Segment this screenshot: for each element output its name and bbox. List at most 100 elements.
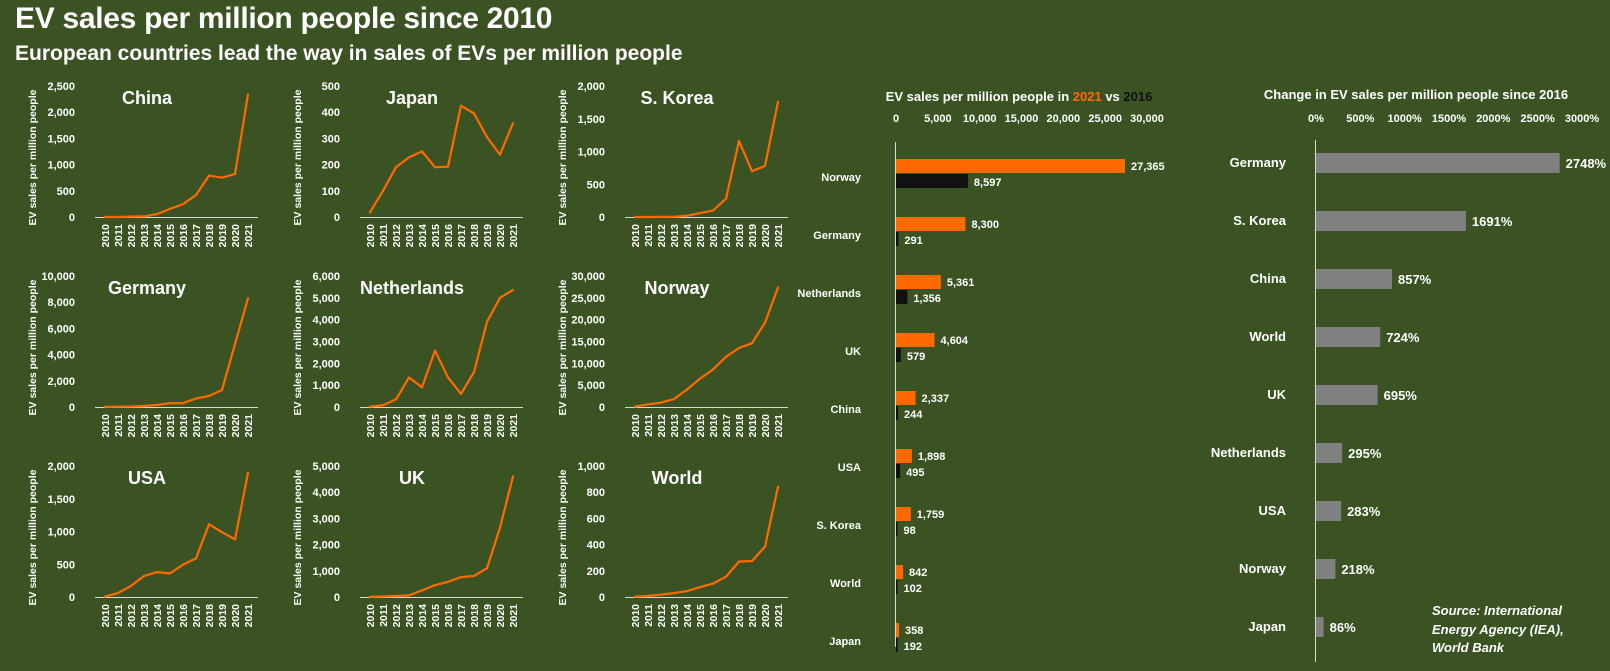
line-chart-svg: EV sales per million people 0 500 1,000 1,50… — [27, 81, 258, 248]
x-tick-label: 2020 — [230, 414, 242, 438]
data-point — [711, 582, 715, 585]
x-tick-label: 25,000 — [1088, 113, 1122, 125]
x-tick-label: 2012 — [656, 604, 668, 628]
category-label: USA — [838, 462, 861, 474]
data-label: 283% — [1347, 504, 1381, 519]
y-tick-label: 0 — [69, 592, 75, 604]
line-chart-svg: EV sales per million people 0 500 1,000 1,50… — [27, 461, 258, 628]
x-tick-label: 2018 — [734, 224, 746, 248]
series-line-norway — [634, 287, 780, 408]
x-tick-label: 2020 — [760, 224, 772, 248]
data-point — [103, 215, 107, 219]
x-tick-label: 2020 — [495, 414, 507, 438]
y-tick-label: 500 — [57, 186, 75, 198]
data-point — [394, 398, 398, 401]
x-tick-label: 2011 — [378, 604, 390, 627]
y-tick-label: 4,000 — [312, 315, 340, 327]
x-tick-label: 2014 — [682, 604, 694, 628]
data-point — [446, 580, 450, 583]
data-point — [181, 203, 185, 206]
x-tick-label: 2013 — [669, 414, 681, 438]
data-point — [129, 584, 133, 587]
y-tick-label: 10,000 — [41, 271, 75, 283]
y-tick-label: 600 — [587, 513, 605, 525]
x-tick-label: 2016 — [708, 604, 720, 628]
series-line-japan — [369, 104, 515, 213]
data-point — [368, 405, 372, 408]
x-tick-label: 2017 — [456, 604, 468, 628]
y-tick-label: 0 — [69, 212, 75, 224]
x-tick-label: 2012 — [391, 604, 403, 628]
y-tick-label: 5,000 — [312, 461, 340, 473]
data-point — [233, 538, 237, 541]
x-tick-label: 2017 — [721, 414, 733, 438]
x-tick-label: 2016 — [708, 224, 720, 248]
data-point — [407, 376, 411, 379]
data-point — [407, 156, 411, 159]
x-tick-label: 2021 — [773, 224, 785, 248]
data-point — [407, 594, 411, 597]
x-tick-label: 2018 — [469, 224, 481, 248]
x-tick-label: 2017 — [721, 604, 733, 628]
x-tick-label: 2010 — [365, 604, 377, 628]
category-label: UK — [1267, 387, 1286, 402]
y-axis-label: EV sales per million people — [292, 469, 304, 605]
data-point — [394, 166, 398, 169]
data-point — [207, 394, 211, 397]
data-point — [381, 189, 385, 192]
data-point — [116, 591, 120, 595]
data-point — [142, 404, 146, 408]
series-line-china — [105, 94, 250, 219]
bar-change-s-korea — [1316, 211, 1466, 231]
x-tick-label: 2500% — [1521, 113, 1555, 125]
y-tick-label: 4,000 — [312, 487, 340, 499]
series-line-netherlands — [369, 289, 514, 408]
x-tick-label: 2010 — [630, 604, 642, 628]
x-tick-label: 2021 — [243, 414, 255, 438]
x-tick-label: 2015 — [165, 604, 177, 628]
category-label: World — [830, 578, 861, 590]
data-label-2016: 291 — [904, 235, 922, 247]
x-tick-label: 2012 — [126, 604, 138, 628]
x-tick-label: 2010 — [630, 414, 642, 438]
x-tick-label: 2019 — [482, 224, 494, 248]
x-tick-label: 2018 — [204, 604, 216, 628]
x-tick-label: 2018 — [469, 604, 481, 628]
bar-2016-norway — [896, 174, 968, 188]
data-point — [446, 376, 450, 379]
bar-change-norway — [1316, 559, 1336, 579]
y-tick-label: 200 — [322, 160, 340, 172]
bar-chart-svg: EV sales per million people in 2021 vs 2… — [797, 89, 1164, 653]
y-tick-label: 10,000 — [571, 358, 605, 370]
x-tick-label: 2012 — [391, 224, 403, 248]
x-tick-label: 2021 — [773, 414, 785, 438]
data-point — [433, 349, 437, 352]
x-tick-label: 2011 — [643, 604, 655, 627]
data-point — [685, 214, 689, 217]
data-point — [672, 398, 676, 401]
data-point — [394, 594, 398, 598]
x-tick-label: 2017 — [191, 414, 203, 438]
x-tick-label: 2017 — [456, 224, 468, 248]
x-tick-label: 2016 — [443, 604, 455, 628]
x-tick-label: 2014 — [682, 414, 694, 438]
data-point — [646, 594, 650, 598]
category-label: Germany — [1230, 155, 1287, 170]
y-tick-label: 300 — [322, 133, 340, 145]
data-point — [498, 526, 502, 529]
x-tick-label: 2015 — [695, 224, 707, 248]
data-point — [659, 401, 663, 404]
x-tick-label: 2016 — [178, 414, 190, 438]
x-tick-label: 2021 — [243, 224, 255, 248]
x-tick-label: 2020 — [230, 224, 242, 248]
bar-2016-china — [896, 406, 899, 420]
x-tick-label: 2015 — [165, 224, 177, 248]
y-tick-label: 100 — [322, 186, 340, 198]
x-tick-label: 2018 — [734, 414, 746, 438]
data-point — [776, 286, 780, 289]
data-point — [750, 170, 754, 173]
data-point — [233, 343, 237, 346]
y-tick-label: 0 — [334, 212, 340, 224]
line-chart-svg: EV sales per million people 0 5,000 10,000 1… — [557, 271, 788, 438]
bar-2016-world — [896, 580, 898, 594]
